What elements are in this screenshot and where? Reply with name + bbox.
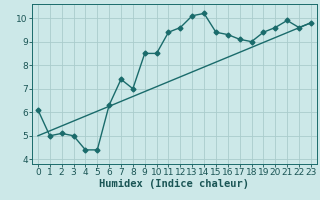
- X-axis label: Humidex (Indice chaleur): Humidex (Indice chaleur): [100, 179, 249, 189]
